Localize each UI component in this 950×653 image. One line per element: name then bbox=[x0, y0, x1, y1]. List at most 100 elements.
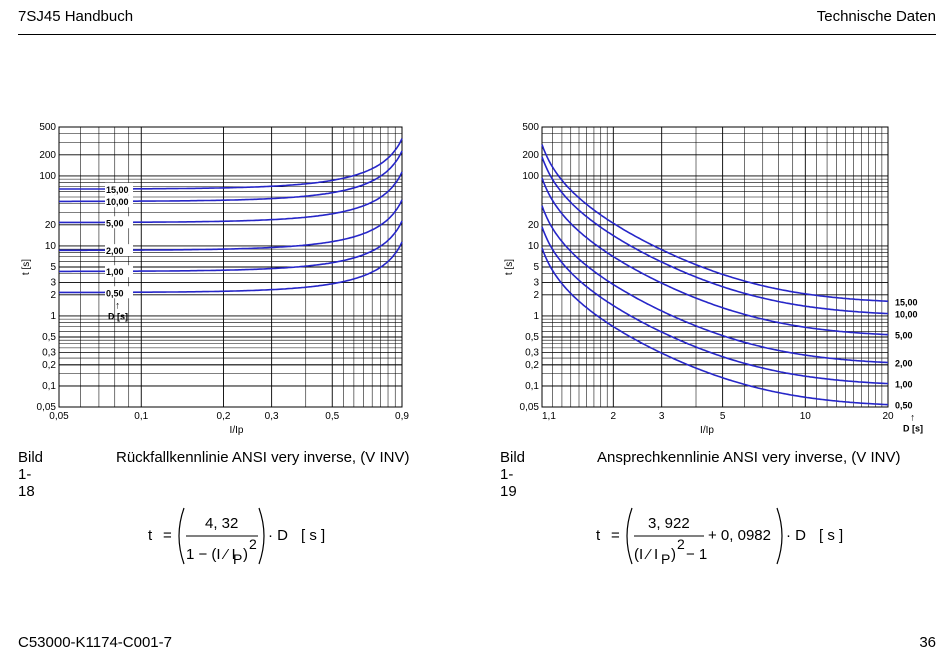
series-label: 10,00 bbox=[895, 310, 918, 320]
y-tick-label: 0,1 bbox=[525, 381, 539, 392]
y-tick-label: 5 bbox=[50, 262, 56, 273]
series-label: 10,00 bbox=[106, 197, 129, 207]
formula-close-paren: ) bbox=[243, 546, 248, 563]
y-tick-label: 5 bbox=[533, 262, 539, 273]
y-tick-label: 0,1 bbox=[42, 381, 56, 392]
y-tick-label: 200 bbox=[39, 150, 56, 161]
param-label: D [s] bbox=[903, 424, 923, 434]
y-tick-label: 100 bbox=[39, 171, 56, 182]
y-tick-label: 2 bbox=[533, 290, 539, 301]
x-tick-label: 0,3 bbox=[265, 411, 279, 422]
formula-lhs: t bbox=[596, 527, 601, 544]
formula-ansprech: t = 3, 922 (I ⁄ I P ) 2 − 1 + 0, 0982 · … bbox=[596, 507, 843, 567]
series-label: 15,00 bbox=[106, 185, 129, 195]
y-tick-label: 500 bbox=[39, 122, 56, 133]
series-label: 0,50 bbox=[895, 401, 913, 411]
y-tick-label: 3 bbox=[533, 278, 539, 289]
up-arrow-icon: ↑ bbox=[910, 413, 915, 424]
x-tick-label: 20 bbox=[882, 411, 894, 422]
label-bg bbox=[105, 244, 133, 257]
x-tick-label: 0,1 bbox=[134, 411, 148, 422]
up-arrow-icon: ↑ bbox=[115, 300, 120, 311]
paren-left bbox=[178, 507, 185, 565]
label-bg bbox=[105, 216, 133, 229]
x-tick-label: 1,1 bbox=[542, 411, 556, 422]
caption-text: Rückfallkennlinie ANSI very inverse, (V … bbox=[116, 449, 410, 466]
x-tick-label: 3 bbox=[659, 411, 665, 422]
y-tick-label: 10 bbox=[45, 241, 57, 252]
x-axis-label: I/Ip bbox=[230, 425, 244, 436]
formula-subscript: P bbox=[661, 551, 670, 567]
y-tick-labels: 0,05 0,1 0,20,3 0,5 1 23 5 10 20 100 200 500 bbox=[37, 122, 57, 413]
header-title-left: 7SJ45 Handbuch bbox=[18, 8, 134, 25]
series-label: 2,00 bbox=[895, 359, 913, 369]
formula-superscript: 2 bbox=[677, 536, 685, 552]
series-label: 15,00 bbox=[895, 297, 918, 307]
series-labels: 15,00 10,00 5,00 2,00 1,00 0,50 ↑D [s] bbox=[895, 297, 923, 433]
y-tick-label: 0,2 bbox=[42, 360, 56, 371]
y-axis-label: t [s] bbox=[21, 259, 32, 275]
y-tick-label: 200 bbox=[522, 150, 539, 161]
x-axis-label: I/Ip bbox=[700, 425, 714, 436]
formula-numerator: 4, 32 bbox=[205, 515, 238, 532]
y-tick-label: 100 bbox=[522, 171, 539, 182]
header-title-right: Technische Daten bbox=[816, 8, 936, 25]
x-tick-label: 0,5 bbox=[325, 411, 339, 422]
x-tick-label: 5 bbox=[720, 411, 726, 422]
x-tick-label: 0,05 bbox=[49, 411, 69, 422]
caption-number: Bild 1-19 bbox=[500, 449, 526, 500]
formula-rueckfall: t = 4, 32 1 − (I ⁄ I P ) 2 · D [ s ] bbox=[148, 507, 325, 567]
y-axis-label: t [s] bbox=[504, 259, 515, 275]
label-bg bbox=[105, 286, 133, 299]
formula-tail: · D bbox=[786, 527, 806, 544]
formula-minus-one: − 1 bbox=[686, 546, 707, 563]
y-tick-label: 0,05 bbox=[520, 402, 540, 413]
formula-close-paren: ) bbox=[671, 546, 676, 563]
series-label: 2,00 bbox=[106, 246, 124, 256]
y-tick-label: 2 bbox=[50, 290, 56, 301]
series-curve-4 bbox=[541, 226, 889, 385]
y-tick-label: 500 bbox=[522, 122, 539, 133]
formula-equals: = bbox=[611, 527, 620, 544]
x-tick-labels: 1,1 2 3 5 10 20 bbox=[542, 411, 894, 422]
y-tick-label: 1 bbox=[533, 311, 539, 322]
y-tick-label: 1 bbox=[50, 311, 56, 322]
y-tick-label: 0,3 bbox=[42, 348, 56, 359]
x-tick-label: 2 bbox=[611, 411, 617, 422]
series-curves bbox=[541, 144, 889, 406]
formula-tail: · D bbox=[268, 527, 288, 544]
formula-plus-constant: + 0, 0982 bbox=[708, 527, 771, 544]
label-bg bbox=[105, 195, 133, 208]
y-tick-label: 0,2 bbox=[525, 360, 539, 371]
paren-right bbox=[258, 507, 265, 565]
plot-frame bbox=[58, 126, 403, 408]
footer-doc-number: C53000-K1174-C001-7 bbox=[18, 634, 172, 651]
label-bg bbox=[105, 265, 133, 278]
caption-number: Bild 1-18 bbox=[18, 449, 44, 500]
y-tick-label: 0,05 bbox=[37, 402, 57, 413]
header-divider bbox=[18, 34, 936, 35]
x-tick-label: 10 bbox=[800, 411, 812, 422]
y-tick-label: 20 bbox=[45, 220, 57, 231]
x-tick-label: 0,9 bbox=[395, 411, 409, 422]
footer-page-number: 36 bbox=[919, 634, 936, 651]
chart-ansprech: 15,00 10,00 5,00 2,00 1,00 0,50 ↑D [s] 0,05 0,1 0… bbox=[504, 122, 923, 436]
x-tick-labels: 0,05 0,1 0,2 0,3 0,5 0,9 bbox=[49, 411, 409, 422]
series-label: 1,00 bbox=[895, 380, 913, 390]
param-label: D [s] bbox=[108, 311, 128, 321]
x-tick-label: 0,2 bbox=[217, 411, 231, 422]
series-label: 5,00 bbox=[895, 331, 913, 341]
caption-text: Ansprechkennlinie ANSI very inverse, (V … bbox=[597, 449, 901, 466]
paren-left bbox=[626, 507, 633, 565]
series-labels: 15,00 10,00 5,00 2,00 1,00 0,50 ↑D [s] bbox=[105, 182, 133, 321]
y-tick-label: 10 bbox=[528, 241, 540, 252]
label-bg bbox=[105, 182, 133, 195]
y-tick-labels: 0,05 0,1 0,20,3 0,5 1 23 5 10 20 100 200 500 bbox=[520, 122, 540, 413]
formula-superscript: 2 bbox=[249, 536, 257, 552]
formula-unit: [ s ] bbox=[819, 527, 843, 544]
plot-frame bbox=[541, 126, 889, 408]
series-curve-3 bbox=[541, 205, 889, 364]
y-tick-label: 3 bbox=[50, 278, 56, 289]
formula-denominator: (I ⁄ I bbox=[634, 546, 658, 563]
